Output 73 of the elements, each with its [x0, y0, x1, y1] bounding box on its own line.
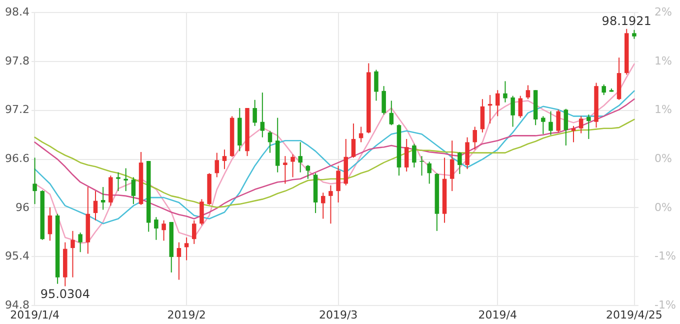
candlestick — [70, 230, 75, 278]
candlestick — [290, 154, 295, 178]
annotation: 98.1921 — [602, 14, 652, 28]
candlestick — [472, 126, 477, 150]
candlestick — [351, 123, 356, 158]
candlestick — [458, 151, 462, 174]
y-tick-label: 98.4 — [5, 6, 30, 18]
x-tick-label: 2019/2 — [167, 308, 206, 322]
x-tick-label: 2019/4 — [478, 308, 517, 322]
candlestick — [78, 232, 82, 253]
candlestick — [131, 176, 136, 205]
category-label: -1% — [654, 250, 676, 263]
x-tick-label: 2019/1/4 — [10, 308, 60, 322]
category-label: 1% — [654, 103, 672, 116]
candlestick — [374, 69, 378, 102]
candlestick — [404, 138, 409, 172]
candlestick — [427, 161, 432, 184]
candlestick — [465, 136, 470, 170]
x-tick-label: 2019/3 — [318, 308, 358, 322]
candlestick — [32, 157, 37, 205]
candlestick — [162, 220, 166, 242]
candlestick — [564, 108, 568, 146]
candlestick — [116, 172, 120, 192]
candlestick — [602, 84, 606, 96]
candlestick — [496, 90, 500, 117]
candlestick — [328, 184, 333, 224]
candlestick — [412, 143, 416, 168]
annotation: 95.0304 — [40, 287, 90, 302]
candlestick — [100, 186, 106, 210]
candlestick — [154, 216, 158, 240]
category-label: 0% — [654, 200, 672, 214]
candlestick — [48, 206, 52, 242]
candlestick — [176, 242, 182, 280]
candlestick — [298, 142, 302, 173]
y-tick-label: 95.4 — [5, 250, 30, 263]
candlestick — [389, 100, 394, 126]
candlestick — [586, 114, 591, 140]
candlestick — [503, 80, 508, 103]
candlestick — [184, 236, 189, 261]
y-tick-label: 96 — [16, 200, 30, 214]
candlestick — [124, 168, 128, 192]
candlestick — [541, 116, 546, 135]
x-tick-label: 2019/4/25 — [606, 308, 662, 322]
category-label: -1% — [654, 298, 676, 312]
candlestick — [320, 192, 326, 220]
candlestick — [93, 190, 98, 221]
category-label: 1% — [654, 54, 672, 68]
candlestick — [556, 109, 560, 133]
candlestick — [214, 152, 220, 178]
candlestick — [200, 198, 204, 226]
candlestick — [518, 95, 523, 118]
candlestick — [192, 220, 196, 244]
candlestick — [578, 116, 584, 134]
candlestick — [420, 156, 424, 176]
y-tick-label: 97.8 — [5, 54, 30, 68]
y-tick-label: 97.2 — [5, 103, 30, 116]
category-label: 0% — [654, 152, 672, 165]
candlestick — [571, 125, 576, 143]
candlestick — [480, 98, 485, 133]
y-tick-label: 96.6 — [5, 152, 30, 165]
candlestick — [283, 156, 288, 184]
candlestick — [260, 92, 265, 138]
candlestick — [382, 86, 386, 116]
candlestick — [222, 149, 227, 170]
category-label: 2% — [654, 6, 672, 18]
candlestick — [336, 165, 340, 203]
candlestick — [510, 95, 515, 128]
y-tick-label: 94.8 — [5, 298, 30, 312]
candlestick — [548, 110, 553, 136]
candlestick — [268, 130, 272, 154]
candlestick — [450, 140, 454, 192]
candlestick — [526, 84, 530, 100]
candlestick — [252, 99, 257, 126]
